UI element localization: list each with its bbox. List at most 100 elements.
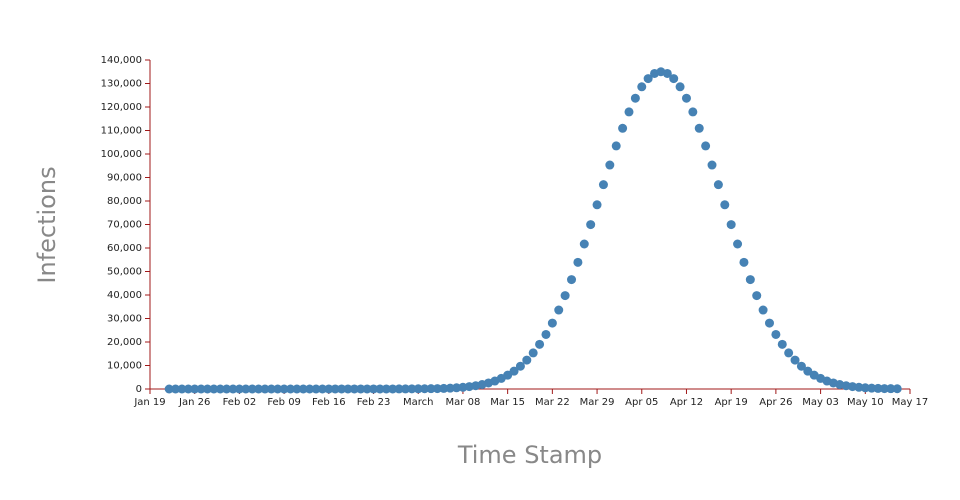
- data-point: [375, 384, 385, 394]
- data-point: [190, 384, 200, 394]
- x-tick-label: Mar 15: [490, 397, 525, 408]
- data-point: [669, 74, 679, 84]
- data-point: [733, 239, 743, 249]
- data-point: [369, 384, 379, 394]
- y-tick-label: 40,000: [107, 290, 142, 301]
- x-tick-label: May 17: [892, 397, 929, 408]
- data-point: [509, 366, 519, 376]
- x-tick-label: March: [403, 397, 433, 408]
- data-point: [349, 384, 359, 394]
- data-point: [279, 384, 289, 394]
- y-tick-label: 0: [136, 384, 142, 395]
- data-point: [630, 93, 640, 103]
- data-point: [662, 68, 672, 78]
- data-point: [254, 384, 264, 394]
- data-point: [790, 355, 800, 365]
- data-point: [209, 384, 219, 394]
- x-tick-label: Mar 29: [580, 397, 615, 408]
- data-point: [445, 383, 455, 393]
- data-point: [573, 257, 583, 267]
- data-point: [611, 141, 621, 151]
- data-point: [292, 384, 302, 394]
- data-point: [739, 257, 749, 267]
- data-point: [273, 384, 283, 394]
- data-point: [164, 384, 174, 394]
- data-point: [241, 384, 251, 394]
- data-point: [752, 291, 762, 301]
- data-point: [605, 160, 615, 170]
- x-tick-label: May 03: [802, 397, 839, 408]
- data-point: [222, 384, 232, 394]
- data-point: [183, 384, 193, 394]
- data-point: [675, 82, 685, 92]
- data-point: [764, 318, 774, 328]
- data-point: [758, 305, 768, 315]
- data-point: [713, 180, 723, 190]
- data-point: [892, 384, 902, 394]
- data-point: [400, 384, 410, 394]
- data-point: [171, 384, 181, 394]
- y-tick-label: 130,000: [101, 79, 142, 90]
- x-tick-label: Apr 26: [759, 397, 792, 408]
- data-point: [337, 384, 347, 394]
- data-point: [420, 384, 430, 394]
- data-point: [330, 384, 340, 394]
- data-point: [381, 384, 391, 394]
- y-tick-label: 80,000: [107, 196, 142, 207]
- data-point: [260, 384, 270, 394]
- data-point: [688, 107, 698, 117]
- data-point: [886, 384, 896, 394]
- data-point: [643, 74, 653, 84]
- data-point: [298, 384, 308, 394]
- data-point: [867, 383, 877, 393]
- data-point: [528, 348, 538, 358]
- x-tick-label: Feb 16: [312, 397, 346, 408]
- x-tick-label: Mar 08: [446, 397, 481, 408]
- x-tick-label: Apr 05: [625, 397, 658, 408]
- y-tick-label: 20,000: [107, 337, 142, 348]
- data-point: [560, 291, 570, 301]
- data-point: [522, 355, 532, 365]
- y-tick-label: 30,000: [107, 314, 142, 325]
- data-point: [432, 384, 442, 394]
- y-axis-title: Infections: [33, 166, 61, 283]
- data-point: [362, 384, 372, 394]
- data-point: [286, 384, 296, 394]
- data-point: [624, 107, 634, 117]
- y-tick-label: 10,000: [107, 361, 142, 372]
- data-point: [784, 348, 794, 358]
- x-tick-label: Feb 02: [223, 397, 257, 408]
- data-point: [196, 384, 206, 394]
- data-point: [324, 384, 334, 394]
- data-point: [586, 220, 596, 230]
- y-tick-label: 100,000: [101, 149, 142, 160]
- data-point: [701, 141, 711, 151]
- x-tick-label: May 10: [847, 397, 884, 408]
- data-point: [579, 239, 589, 249]
- data-point: [860, 383, 870, 393]
- data-point: [541, 329, 551, 339]
- data-point: [426, 384, 436, 394]
- data-point: [720, 200, 730, 210]
- x-tick-label: Feb 09: [267, 397, 301, 408]
- data-point: [567, 275, 577, 285]
- data-point: [879, 384, 889, 394]
- data-point: [771, 329, 781, 339]
- data-point: [873, 383, 883, 393]
- data-point: [266, 384, 276, 394]
- data-point: [726, 220, 736, 230]
- x-tick-label: Jan 19: [133, 397, 165, 408]
- data-point: [681, 93, 691, 103]
- data-point: [407, 384, 417, 394]
- data-point: [305, 384, 315, 394]
- data-point: [547, 318, 557, 328]
- data-point: [413, 384, 423, 394]
- x-axis-title: Time Stamp: [457, 441, 602, 469]
- x-tick-label: Apr 19: [715, 397, 748, 408]
- data-point: [637, 82, 647, 92]
- x-tick-label: Mar 22: [535, 397, 570, 408]
- y-tick-label: 110,000: [101, 126, 142, 137]
- data-point: [694, 123, 704, 133]
